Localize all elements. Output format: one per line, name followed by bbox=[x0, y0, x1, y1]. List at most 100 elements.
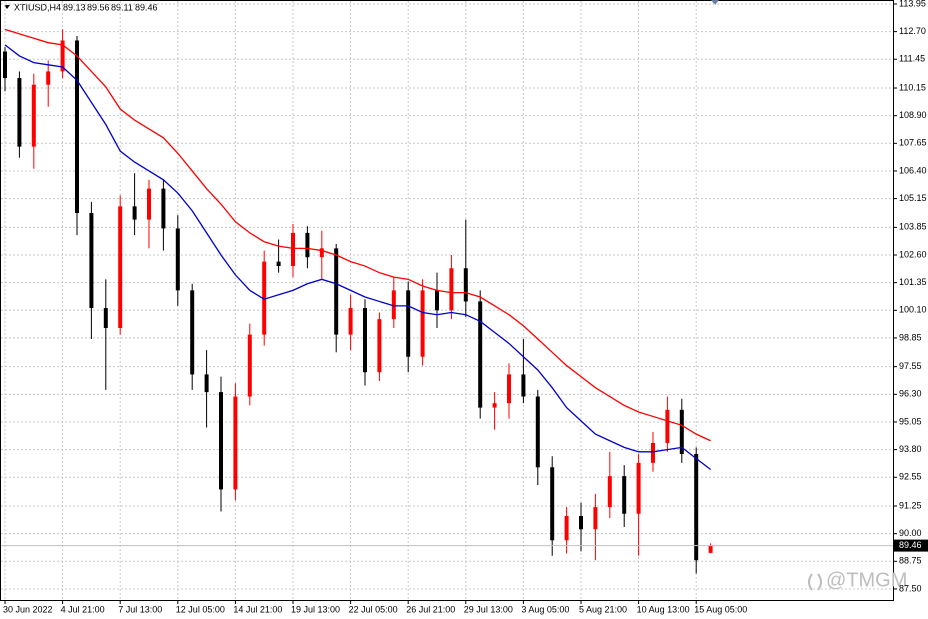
candle-body bbox=[233, 396, 238, 490]
moving-average bbox=[4, 28, 711, 442]
candle-body bbox=[118, 206, 123, 328]
y-tick-label: 91.25 bbox=[899, 500, 922, 510]
candle-body bbox=[276, 261, 281, 267]
x-tick-label: 4 Jul 21:00 bbox=[61, 604, 105, 614]
candle-body bbox=[75, 40, 79, 213]
candle-body bbox=[679, 409, 684, 455]
candle-body bbox=[564, 515, 569, 541]
header-high: 89.56 bbox=[87, 2, 110, 12]
y-tick-label: 88.75 bbox=[899, 556, 922, 566]
candle-body bbox=[46, 71, 51, 85]
y-tick-label: 108.90 bbox=[899, 110, 927, 120]
candle-body bbox=[521, 374, 526, 397]
candle-body bbox=[636, 462, 641, 514]
x-tick-label: 3 Aug 05:00 bbox=[521, 604, 569, 614]
y-tick-label: 98.85 bbox=[899, 332, 922, 342]
y-tick-label: 103.85 bbox=[899, 222, 927, 232]
candle-body bbox=[348, 308, 353, 335]
candle-body bbox=[305, 232, 310, 258]
x-tick-label: 22 Jul 05:00 bbox=[349, 604, 398, 614]
x-tick-label: 14 Jul 21:00 bbox=[233, 604, 282, 614]
candle-body bbox=[435, 290, 439, 311]
candle-body bbox=[190, 290, 195, 375]
candle-body bbox=[204, 374, 209, 393]
y-tick-label: 111.45 bbox=[899, 54, 925, 64]
candle-body bbox=[651, 442, 655, 463]
candle-body bbox=[391, 290, 396, 320]
x-tick-label: 19 Jul 13:00 bbox=[291, 604, 340, 614]
candle-body bbox=[363, 308, 367, 373]
y-tick-label: 113.95 bbox=[899, 0, 926, 8]
y-tick-label: 102.60 bbox=[899, 249, 927, 259]
candle-body bbox=[579, 515, 583, 530]
y-tick-label: 90.00 bbox=[899, 528, 922, 538]
candle-body bbox=[17, 78, 22, 147]
y-tick-label: 101.35 bbox=[899, 277, 927, 287]
candle-body bbox=[406, 290, 411, 357]
header-close: 89.46 bbox=[135, 2, 158, 12]
symbol: XTIUSD,H4 bbox=[14, 2, 61, 12]
candle-body bbox=[550, 467, 555, 541]
watermark-text: @TMGM bbox=[826, 569, 907, 591]
header: XTIUSD,H4 89.13 89.56 89.11 89.46 bbox=[14, 2, 158, 12]
candle-body bbox=[463, 268, 468, 302]
y-tick-label: 93.80 bbox=[899, 444, 922, 454]
y-tick-label: 105.15 bbox=[899, 193, 927, 203]
candle-body bbox=[60, 40, 65, 72]
price-label: 89.46 bbox=[899, 540, 922, 550]
candle-body bbox=[593, 507, 598, 530]
watermark: @TMGM bbox=[808, 569, 907, 591]
y-tick-label: 106.40 bbox=[899, 165, 927, 175]
y-tick-label: 107.65 bbox=[899, 138, 927, 148]
candle-body bbox=[3, 51, 7, 79]
candle-body bbox=[622, 476, 627, 514]
x-tick-label: 30 Jun 2022 bbox=[3, 604, 53, 614]
candle-body bbox=[334, 248, 339, 335]
y-tick-label: 112.70 bbox=[899, 26, 926, 36]
moving-average bbox=[4, 44, 711, 471]
x-tick-label: 5 Aug 21:00 bbox=[579, 604, 627, 614]
x-tick-label: 15 Aug 05:00 bbox=[694, 604, 747, 614]
candle-body bbox=[31, 84, 36, 147]
y-tick-label: 92.55 bbox=[899, 472, 922, 482]
header-low: 89.11 bbox=[111, 2, 133, 12]
candle-body bbox=[291, 232, 295, 267]
y-tick-label: 87.50 bbox=[899, 583, 922, 593]
candle-body bbox=[492, 403, 497, 408]
candle-body bbox=[147, 188, 151, 220]
candle-body bbox=[507, 374, 511, 404]
y-tick-label: 97.55 bbox=[899, 361, 922, 371]
x-tick-label: 26 Jul 21:00 bbox=[406, 604, 455, 614]
candle-body bbox=[262, 261, 267, 335]
candle-body bbox=[377, 319, 382, 373]
candle-body bbox=[103, 308, 108, 328]
candle-body bbox=[219, 392, 223, 490]
x-tick-label: 7 Jul 13:00 bbox=[118, 604, 162, 614]
candle-body bbox=[319, 248, 324, 258]
candle-body bbox=[478, 301, 483, 408]
x-tick-label: 29 Jul 13:00 bbox=[464, 604, 513, 614]
candle-body bbox=[175, 228, 180, 291]
candle-body bbox=[665, 409, 670, 443]
candle-body bbox=[247, 334, 252, 397]
candle-body bbox=[420, 290, 425, 357]
candle-body bbox=[132, 206, 137, 220]
candle-body bbox=[161, 188, 166, 229]
candle-body bbox=[89, 212, 94, 309]
x-tick-label: 10 Aug 13:00 bbox=[637, 604, 690, 614]
x-tick-label: 12 Jul 05:00 bbox=[176, 604, 225, 614]
candle-body bbox=[535, 396, 540, 468]
price-box bbox=[894, 539, 928, 552]
y-tick-label: 96.30 bbox=[899, 389, 922, 399]
shift-marker bbox=[711, 0, 719, 5]
y-tick-label: 95.05 bbox=[899, 416, 922, 426]
y-tick-label: 110.15 bbox=[899, 82, 926, 92]
candle-body bbox=[607, 476, 612, 508]
candle-body bbox=[449, 268, 454, 311]
candle-body bbox=[694, 454, 699, 561]
header-open: 89.13 bbox=[63, 2, 86, 12]
plot-frame bbox=[0, 0, 894, 601]
y-tick-label: 100.10 bbox=[899, 305, 927, 315]
candle-body bbox=[708, 545, 713, 553]
